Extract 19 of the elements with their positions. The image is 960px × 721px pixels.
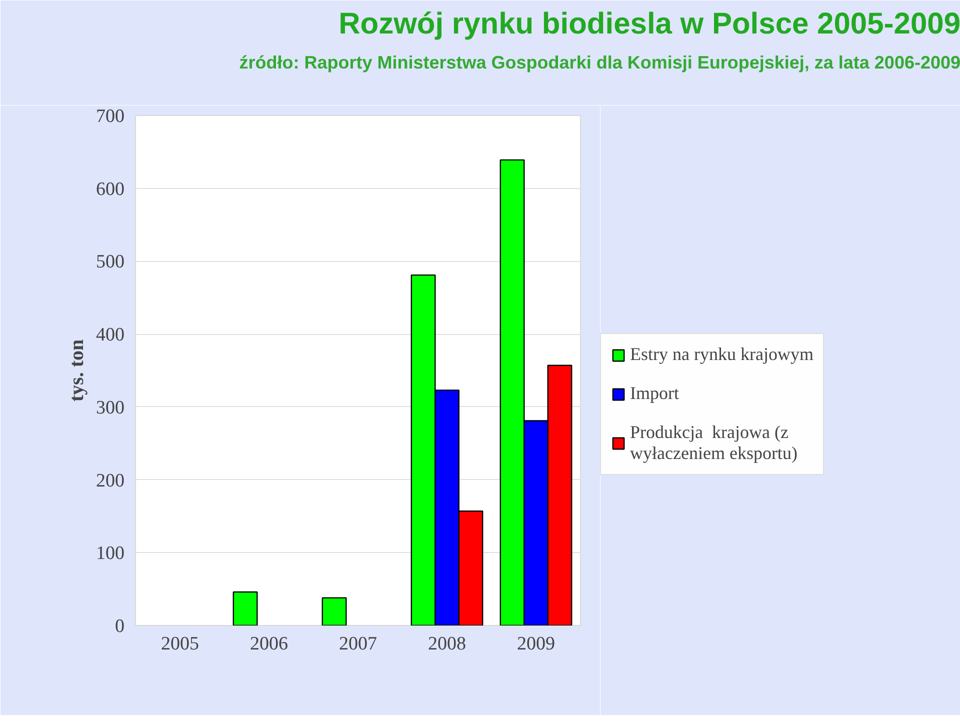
y-tick-label: 400 (96, 324, 124, 346)
y-tick-label: 700 (96, 106, 124, 127)
y-tick-label: 500 (96, 252, 124, 273)
legend-label: Import (630, 383, 679, 404)
y-axis-title: tys. ton (66, 339, 88, 402)
x-tick-label: 2008 (428, 634, 466, 654)
y-tick-label: 200 (96, 470, 124, 492)
legend-label: Estry na rynku krajowym (630, 344, 814, 365)
text: Rozwój rynku biodiesla w Polsce 2005-2009 (338, 8, 960, 40)
y-tick-label: 100 (96, 543, 124, 564)
y-tick-label: 300 (96, 397, 124, 418)
chart-subtitle: źródło: Raporty Ministerstwa Gospodarki dla Komisji Europejskiej, za lata 2006-2009 (239, 52, 960, 72)
y-tick-label: 600 (96, 178, 124, 200)
x-tick-label: 2009 (517, 634, 555, 654)
x-tick-label: 2005 (161, 634, 199, 654)
x-tick-label: 2007 (339, 634, 377, 654)
legend-label: Produkcja krajowa (z wyłaczeniem eksportu) (630, 422, 798, 464)
x-tick-label: 2006 (250, 634, 288, 654)
y-tick-label: 0 (115, 616, 124, 637)
